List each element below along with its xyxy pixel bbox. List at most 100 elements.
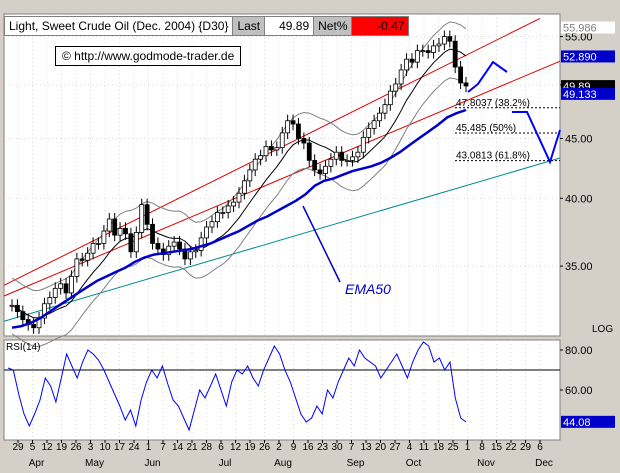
candle-body [252,158,258,171]
date-label: 18 [433,442,445,453]
date-label: 1 [146,442,152,453]
month-label: Jun [144,458,160,469]
date-label: 1 [465,442,471,453]
candle-body [452,40,458,68]
scale-mode-label: LOG [592,324,613,335]
rsi-last-label: 44.08 [563,417,591,429]
candle-body [85,252,91,261]
candle-body [117,227,123,236]
fib-level-label: 43.0813 (61.8%) [456,151,530,162]
candle-body [177,241,182,250]
candle-body [106,218,112,232]
candle-body [209,221,215,228]
candle-body [242,180,247,194]
candle-body [398,69,404,85]
candle-body [112,218,118,236]
candle-body [225,205,231,213]
date-label: 6 [218,442,224,453]
date-label: 29 [520,442,532,453]
candle-body [63,283,69,294]
rsi-axis-label: 60.00 [565,385,593,397]
date-label: 19 [244,442,256,453]
date-label: 11 [419,442,430,453]
candle-body [431,45,436,53]
candle-body [96,243,101,245]
price-candles [9,30,469,334]
price-axis-label: 45.00 [565,133,593,145]
candle-body [20,311,26,321]
date-label: 12 [41,442,53,453]
candle-body [296,123,301,139]
rsi-title: RSI(14) [6,342,40,353]
date-label: 5 [30,442,36,453]
candle-body [269,146,274,151]
candle-body [436,43,442,47]
month-label: Sep [347,458,365,469]
fib-level-label: 47.8037 (38.2%) [456,98,530,109]
forecast-down-path [512,111,561,165]
candle-body [15,304,20,313]
fib-level-label: 45.485 (50%) [456,123,516,134]
moving-average-20 [11,48,467,319]
month-label: Aug [274,458,292,469]
candle-body [47,297,53,305]
candle-body [441,36,447,45]
rsi-line [7,341,467,432]
candle-body [52,287,58,298]
date-label: 23 [317,442,329,453]
middle-channel-line [3,60,561,297]
vertical-grid [17,14,541,440]
candle-body [447,36,453,42]
copyright-url: © http://www.godmode-trader.de [55,46,242,66]
date-label: 2 [276,442,282,453]
lower-trend-line [3,157,561,322]
month-label: Nov [477,458,495,469]
price-marker-label: 49.133 [563,89,597,101]
candle-body [69,275,74,294]
date-label: 8 [479,442,485,453]
month-label: Oct [406,458,422,469]
price-marker-box [561,21,615,34]
date-label: 12 [230,442,242,453]
candle-body [339,151,345,161]
price-axis-label: 55.00 [565,32,593,44]
last-label: Last [232,17,265,35]
candle-body [301,138,307,144]
date-label: 10 [99,442,111,453]
candle-body [128,233,134,253]
candle-body [328,158,334,167]
candle-body [79,258,85,261]
candle-body [404,58,409,71]
date-label: 15 [491,442,503,453]
candle-body [247,169,253,182]
date-label: 7 [349,442,355,453]
date-label: 13 [360,442,372,453]
date-label: 16 [302,442,314,453]
instrument-title: Light, Sweet Crude Oil (Dec. 2004) {D30} [5,17,233,35]
candle-body [58,283,64,289]
candle-body [420,50,426,53]
net-percent-label: Net% [313,17,352,35]
date-label: 22 [505,442,517,453]
candle-body [123,227,128,235]
candle-body [409,58,415,63]
price-axis-label: 40.00 [565,193,593,205]
ema50-line [11,108,467,329]
candle-body [90,243,96,254]
candle-body [231,201,236,207]
date-label: 28 [201,442,213,453]
date-label: 17 [114,442,126,453]
candle-body [317,169,323,174]
price-marker-label: 55.986 [563,23,597,35]
candle-body [101,230,107,244]
date-label: 6 [537,442,543,453]
ema50-annotation-arrow [302,205,341,283]
candle-body [387,90,393,106]
month-label: Apr [29,458,45,469]
date-label: 30 [331,442,343,453]
candle-body [274,147,280,151]
candle-body [279,132,285,148]
candle-body [150,223,155,244]
candle-body [312,159,318,171]
